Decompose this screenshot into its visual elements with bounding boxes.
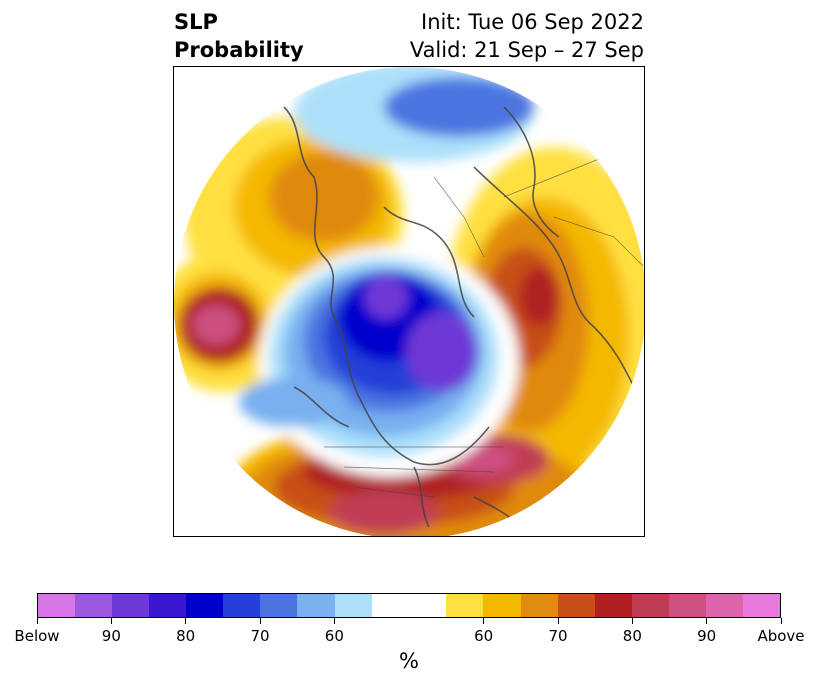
- region-above-85-sw: [329, 490, 439, 534]
- colorbar-unit-label: %: [399, 649, 419, 673]
- colorbar-segment: [297, 594, 335, 617]
- colorbar-tick-mark: [483, 618, 485, 624]
- colorbar-segment: [149, 594, 187, 617]
- colorbar-tick-label: 90: [101, 627, 121, 645]
- colorbar-tick-mark: [706, 618, 708, 624]
- valid-range: Valid: 21 Sep – 27 Sep: [409, 38, 644, 62]
- probability-colorbar: [37, 593, 781, 618]
- colorbar-segment: [38, 594, 76, 617]
- colorbar-segment: [557, 594, 595, 617]
- colorbar-tick-mark: [110, 618, 112, 624]
- title-slp: SLP: [174, 10, 218, 34]
- colorbar-segment: [594, 594, 632, 617]
- colorbar-segment: [446, 594, 484, 617]
- colorbar-segment: [705, 594, 743, 617]
- colorbar-tick-label: 60: [324, 627, 344, 645]
- colorbar-tick-mark: [631, 618, 633, 624]
- region-below-90-north: [364, 275, 408, 319]
- coastlines: [283, 106, 635, 533]
- colorbar-tick-label: 80: [622, 627, 642, 645]
- colorbar-segment: [371, 594, 447, 617]
- colorbar-tick-label: 70: [548, 627, 568, 645]
- colorbar-segment: [223, 594, 261, 617]
- colorbar-tick-label: Above: [757, 627, 805, 645]
- colorbar-tick-label: 60: [474, 627, 494, 645]
- colorbar-tick-mark: [36, 618, 38, 624]
- map-title-left: SLP Probability: [174, 8, 304, 64]
- colorbar-segment: [186, 594, 224, 617]
- colorbar-segment: [260, 594, 298, 617]
- map-title-right: Init: Tue 06 Sep 2022 Valid: 21 Sep – 27…: [410, 8, 644, 64]
- colorbar-segment: [742, 594, 780, 617]
- init-date: Init: Tue 06 Sep 2022: [421, 10, 644, 34]
- colorbar-segment: [631, 594, 669, 617]
- map-canvas: [174, 67, 644, 536]
- colorbar-tick-label: 70: [250, 627, 270, 645]
- colorbar-tick-mark: [333, 618, 335, 624]
- colorbar-tick-label: 80: [176, 627, 196, 645]
- region-above-80-east: [519, 267, 559, 327]
- colorbar-segment: [112, 594, 150, 617]
- colorbar-segment: [334, 594, 372, 617]
- region-below-90-center: [406, 312, 478, 392]
- colorbar-tick-label: Below: [14, 627, 60, 645]
- colorbar-segment: [483, 594, 521, 617]
- colorbar-tick-mark: [259, 618, 261, 624]
- region-below-65-west-tail: [239, 377, 349, 427]
- colorbar-tick-mark: [780, 618, 782, 624]
- colorbar-tick-mark: [557, 618, 559, 624]
- colorbar-tick-mark: [185, 618, 187, 624]
- region-above-70-west: [269, 152, 379, 242]
- colorbar-segment: [520, 594, 558, 617]
- probability-map: [173, 66, 645, 537]
- region-below-75-north: [384, 77, 534, 137]
- colorbar-segment: [668, 594, 706, 617]
- region-above-90-pacific: [192, 305, 240, 345]
- colorbar-segment: [75, 594, 113, 617]
- colorbar-tick-label: 90: [697, 627, 717, 645]
- title-probability: Probability: [174, 38, 304, 62]
- borders: [324, 156, 644, 498]
